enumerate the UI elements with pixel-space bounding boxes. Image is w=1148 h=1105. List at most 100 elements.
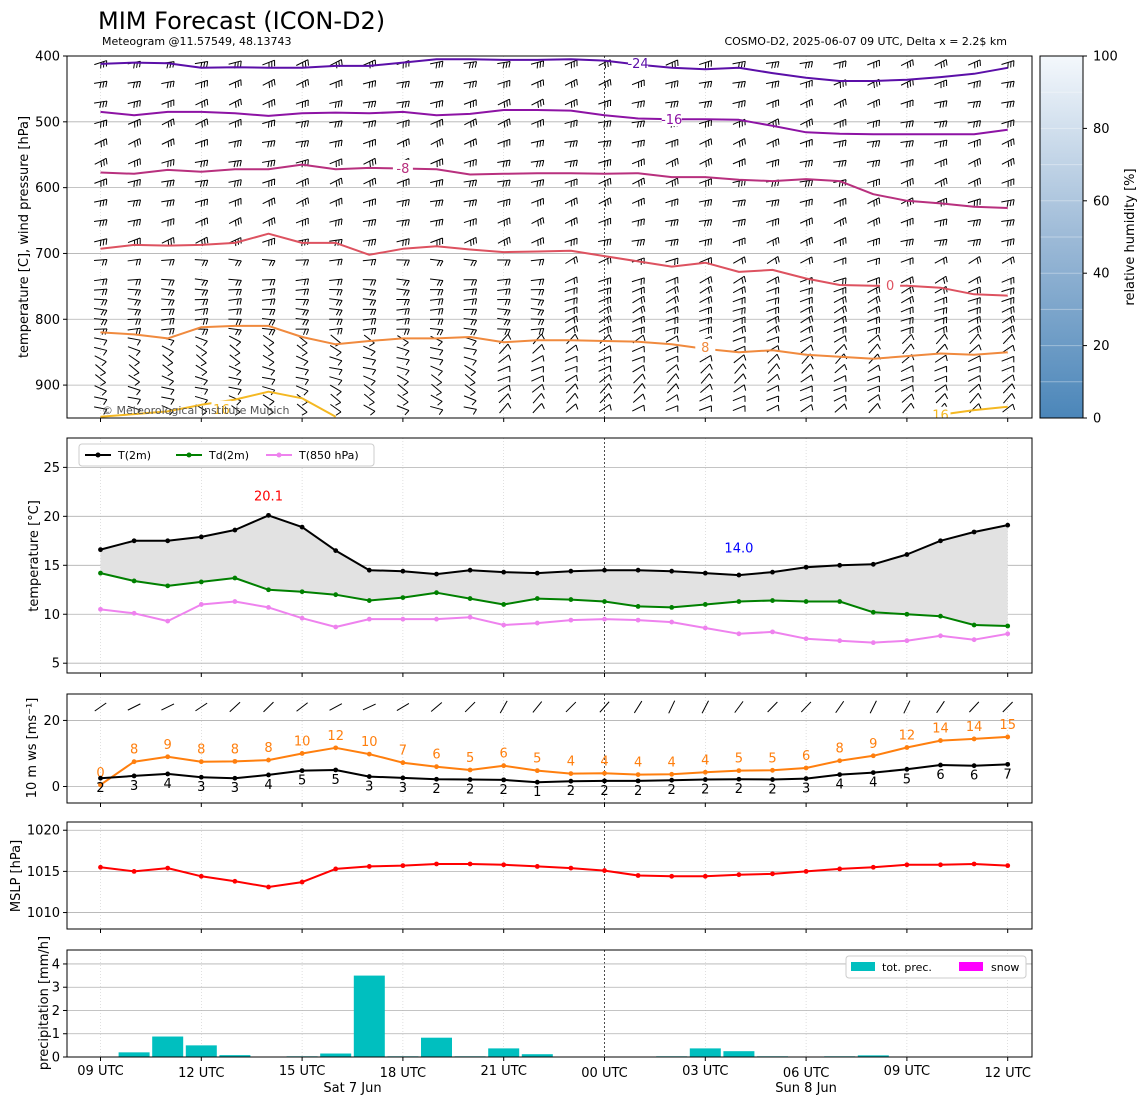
barb-feather bbox=[334, 141, 337, 148]
barb-feather bbox=[1009, 239, 1012, 246]
series-point bbox=[534, 620, 540, 626]
wind-point bbox=[165, 771, 171, 777]
barb-feather bbox=[406, 328, 410, 335]
barb-shaft bbox=[665, 346, 678, 352]
barb-feather bbox=[407, 199, 410, 206]
wind-barb bbox=[598, 159, 612, 168]
wind-barb bbox=[799, 61, 814, 69]
barb-feather bbox=[441, 199, 444, 206]
extreme-annotation: 14.0 bbox=[724, 542, 753, 557]
barb-shaft bbox=[194, 259, 208, 261]
wind-barb bbox=[1001, 355, 1015, 363]
wind-barb bbox=[363, 404, 376, 416]
barb-feather bbox=[912, 59, 914, 66]
barb-feather bbox=[676, 101, 679, 108]
barb-shaft bbox=[968, 355, 981, 363]
barb-shaft bbox=[935, 333, 946, 345]
barb-shaft bbox=[900, 326, 914, 332]
wind-point bbox=[635, 778, 641, 784]
barb-feather bbox=[136, 219, 139, 226]
barb-feather bbox=[636, 240, 640, 247]
barb-feather bbox=[474, 279, 478, 286]
barb-feather bbox=[573, 199, 576, 206]
barb-feather bbox=[538, 279, 542, 286]
barb-shaft bbox=[94, 406, 107, 410]
wind-barb bbox=[530, 179, 545, 187]
barb-feather bbox=[100, 141, 102, 148]
wind-barb bbox=[363, 157, 377, 168]
mslp-point bbox=[400, 863, 406, 869]
wind-barb bbox=[698, 119, 713, 128]
barb-feather bbox=[435, 180, 438, 187]
wind-barb bbox=[866, 178, 880, 187]
barb-feather bbox=[235, 319, 239, 326]
barb-feather bbox=[875, 160, 878, 167]
barb-feather bbox=[172, 80, 175, 88]
barb-shaft bbox=[1002, 383, 1013, 394]
barb-feather bbox=[506, 100, 508, 107]
barb-feather bbox=[474, 61, 478, 68]
wind-barb bbox=[699, 354, 713, 363]
wind-barb bbox=[968, 315, 982, 324]
barb-shaft bbox=[633, 373, 644, 384]
barb-feather bbox=[603, 161, 606, 168]
wind-barb bbox=[732, 218, 746, 227]
barb-shaft bbox=[633, 383, 643, 394]
barb-feather bbox=[503, 121, 506, 128]
wind-barb bbox=[127, 308, 142, 316]
barb-feather bbox=[774, 200, 777, 207]
barb-feather bbox=[808, 238, 811, 245]
wind-barb bbox=[497, 375, 511, 383]
barb-feather bbox=[205, 180, 209, 187]
barb-feather bbox=[508, 278, 511, 285]
barb-feather bbox=[105, 199, 108, 206]
barb-feather bbox=[1012, 315, 1015, 322]
wind-barb bbox=[631, 120, 646, 128]
barb-shaft bbox=[934, 365, 947, 372]
wind-barb bbox=[228, 335, 242, 347]
barb-shaft bbox=[833, 305, 846, 314]
barb-feather bbox=[340, 278, 343, 286]
barb-shaft bbox=[229, 354, 241, 364]
barb-feather bbox=[742, 373, 747, 380]
barb-feather bbox=[609, 404, 612, 411]
wind-barb bbox=[195, 344, 207, 357]
barb-shaft bbox=[799, 385, 813, 392]
wind-barb bbox=[497, 288, 511, 296]
wind-barb bbox=[530, 258, 545, 266]
barb-feather bbox=[135, 279, 139, 286]
barb-feather bbox=[335, 180, 338, 187]
barb-feather bbox=[338, 179, 341, 186]
barb-feather bbox=[303, 259, 307, 266]
y-tick-label: 5 bbox=[52, 657, 60, 672]
series-point bbox=[971, 622, 977, 628]
barb-feather bbox=[542, 355, 545, 362]
wind-value-label: 6 bbox=[432, 748, 440, 763]
barb-feather bbox=[337, 328, 340, 335]
wind-barb bbox=[329, 197, 343, 207]
barb-feather bbox=[1013, 306, 1015, 313]
wind-barb bbox=[597, 140, 612, 148]
barb-feather bbox=[508, 118, 511, 125]
wind-value-label: 14 bbox=[966, 720, 983, 735]
y-tick-label: 1015 bbox=[27, 865, 60, 880]
wind-barb bbox=[732, 286, 746, 295]
wind-barb bbox=[363, 177, 377, 187]
barb-feather bbox=[811, 315, 814, 322]
barb-feather bbox=[471, 309, 475, 316]
wind-barb bbox=[295, 288, 310, 296]
barb-feather bbox=[535, 161, 539, 168]
wind-barb bbox=[430, 405, 444, 415]
wind-barb bbox=[902, 402, 915, 414]
barb-feather bbox=[541, 333, 545, 340]
barb-feather bbox=[643, 405, 646, 412]
isotherm-label: 0 bbox=[886, 279, 894, 294]
barb-shaft bbox=[195, 344, 207, 353]
wind-barb bbox=[261, 327, 276, 336]
barb-feather bbox=[710, 138, 713, 145]
barb-feather bbox=[707, 101, 710, 108]
barb-feather bbox=[338, 309, 343, 316]
wind-barb bbox=[967, 297, 981, 305]
barb-shaft bbox=[93, 328, 108, 330]
